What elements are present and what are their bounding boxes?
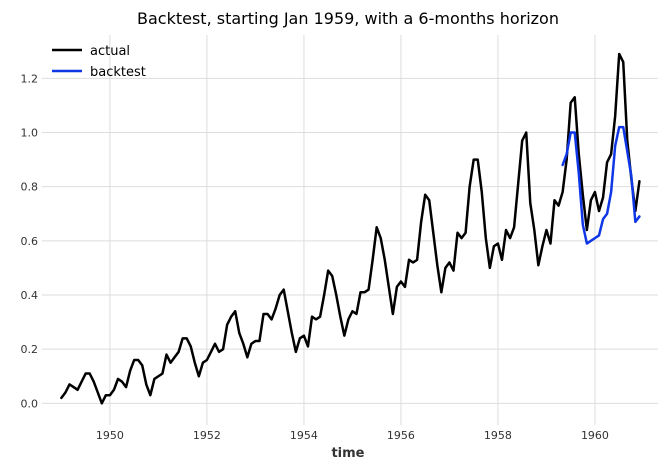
y-tick-label: 1.2 xyxy=(21,72,39,85)
x-tick-label: 1960 xyxy=(581,429,609,442)
x-axis-label: time xyxy=(331,446,364,461)
y-axis-ticks: 0.0 0.2 0.4 0.6 0.8 1.0 1.2 xyxy=(21,72,39,410)
y-tick-label: 0.2 xyxy=(21,343,39,356)
legend-label-backtest: backtest xyxy=(90,65,146,80)
series-line-backtest xyxy=(561,125,641,245)
series-lines xyxy=(60,52,641,405)
y-tick-label: 1.0 xyxy=(21,127,39,140)
x-tick-label: 1958 xyxy=(484,429,512,442)
y-tick-label: 0.8 xyxy=(21,181,39,194)
x-axis-ticks: 1950 1952 1954 1956 1958 1960 xyxy=(96,429,609,442)
x-tick-label: 1954 xyxy=(290,429,318,442)
legend: actual backtest xyxy=(52,44,146,80)
y-tick-label: 0.4 xyxy=(21,289,39,302)
series-line-actual xyxy=(60,52,641,405)
y-tick-label: 0.6 xyxy=(21,235,39,248)
legend-label-actual: actual xyxy=(90,44,130,59)
x-tick-label: 1950 xyxy=(96,429,124,442)
y-tick-label: 0.0 xyxy=(21,397,39,410)
x-tick-label: 1952 xyxy=(193,429,221,442)
x-tick-label: 1956 xyxy=(387,429,415,442)
chart-title: Backtest, starting Jan 1959, with a 6-mo… xyxy=(137,9,559,28)
grid xyxy=(42,35,658,425)
